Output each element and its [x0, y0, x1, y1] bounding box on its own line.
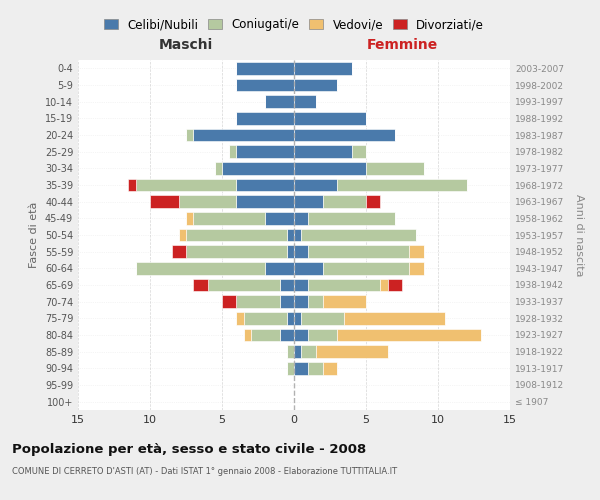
Bar	[294, 146, 352, 158]
Bar	[208, 279, 280, 291]
Bar	[352, 146, 366, 158]
Bar	[294, 112, 366, 124]
Bar	[294, 179, 337, 192]
Bar	[186, 229, 287, 241]
Y-axis label: Anni di nascita: Anni di nascita	[574, 194, 584, 276]
Bar	[294, 129, 395, 141]
Bar	[294, 262, 323, 274]
Bar	[308, 279, 380, 291]
Bar	[236, 196, 294, 208]
Bar	[308, 296, 323, 308]
Bar	[337, 329, 481, 341]
Bar	[150, 196, 179, 208]
Bar	[294, 229, 301, 241]
Bar	[294, 96, 316, 108]
Bar	[316, 346, 388, 358]
Bar	[344, 312, 445, 324]
Bar	[251, 329, 280, 341]
Bar	[179, 196, 236, 208]
Bar	[323, 296, 366, 308]
Bar	[236, 62, 294, 74]
Bar	[294, 196, 323, 208]
Bar	[323, 262, 409, 274]
Bar	[236, 312, 244, 324]
Bar	[294, 246, 308, 258]
Bar	[136, 262, 265, 274]
Bar	[301, 346, 316, 358]
Bar	[287, 362, 294, 374]
Bar	[294, 329, 308, 341]
Bar	[287, 229, 294, 241]
Bar	[287, 246, 294, 258]
Bar	[280, 279, 294, 291]
Bar	[265, 212, 294, 224]
Bar	[294, 296, 308, 308]
Bar	[337, 179, 467, 192]
Bar	[222, 296, 236, 308]
Bar	[186, 246, 287, 258]
Bar	[308, 212, 395, 224]
Bar	[236, 79, 294, 92]
Bar	[294, 212, 308, 224]
Bar	[172, 246, 186, 258]
Bar	[236, 179, 294, 192]
Legend: Celibi/Nubili, Coniugati/e, Vedovi/e, Divorziati/e: Celibi/Nubili, Coniugati/e, Vedovi/e, Di…	[99, 14, 489, 36]
Bar	[236, 296, 280, 308]
Text: Femmine: Femmine	[367, 38, 437, 52]
Bar	[222, 162, 294, 174]
Bar	[323, 196, 366, 208]
Bar	[323, 362, 337, 374]
Text: COMUNE DI CERRETO D'ASTI (AT) - Dati ISTAT 1° gennaio 2008 - Elaborazione TUTTIT: COMUNE DI CERRETO D'ASTI (AT) - Dati IST…	[12, 468, 397, 476]
Y-axis label: Fasce di età: Fasce di età	[29, 202, 39, 268]
Bar	[294, 62, 352, 74]
Bar	[136, 179, 236, 192]
Bar	[380, 279, 388, 291]
Bar	[409, 246, 424, 258]
Bar	[294, 362, 308, 374]
Bar	[280, 329, 294, 341]
Bar	[388, 279, 402, 291]
Bar	[409, 262, 424, 274]
Bar	[179, 229, 186, 241]
Bar	[308, 329, 337, 341]
Bar	[287, 312, 294, 324]
Bar	[280, 296, 294, 308]
Bar	[366, 196, 380, 208]
Bar	[193, 129, 294, 141]
Bar	[229, 146, 236, 158]
Text: Popolazione per età, sesso e stato civile - 2008: Popolazione per età, sesso e stato civil…	[12, 442, 366, 456]
Bar	[294, 79, 337, 92]
Bar	[294, 162, 366, 174]
Bar	[186, 129, 193, 141]
Bar	[215, 162, 222, 174]
Bar	[186, 212, 193, 224]
Bar	[301, 312, 344, 324]
Bar	[294, 279, 308, 291]
Bar	[294, 312, 301, 324]
Bar	[193, 212, 265, 224]
Bar	[244, 312, 287, 324]
Bar	[294, 346, 301, 358]
Bar	[265, 262, 294, 274]
Bar	[308, 362, 323, 374]
Bar	[287, 346, 294, 358]
Text: Maschi: Maschi	[159, 38, 213, 52]
Bar	[265, 96, 294, 108]
Bar	[301, 229, 416, 241]
Bar	[308, 246, 409, 258]
Bar	[236, 146, 294, 158]
Bar	[366, 162, 424, 174]
Bar	[193, 279, 208, 291]
Bar	[236, 112, 294, 124]
Bar	[128, 179, 136, 192]
Bar	[244, 329, 251, 341]
